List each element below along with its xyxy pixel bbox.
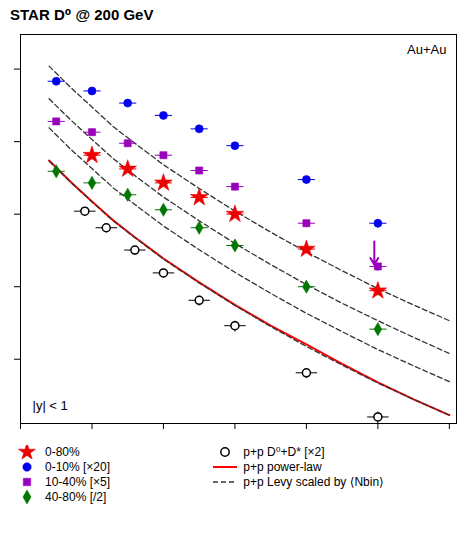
svg-text:|y| < 1: |y| < 1 xyxy=(33,398,68,413)
html-text:p+p Levy scaled by ⟨Nbin⟩: p+p Levy scaled by ⟨Nbin⟩ xyxy=(243,475,384,489)
html-text:STAR D⁰ @ 200 GeV: STAR D⁰ @ 200 GeV xyxy=(10,6,154,23)
svg-text:Au+Au: Au+Au xyxy=(407,42,446,57)
html-text:0-80%: 0-80% xyxy=(45,445,80,459)
html-text:10-40% [×5]: 10-40% [×5] xyxy=(45,475,110,489)
html-text:0-10% [×20]: 0-10% [×20] xyxy=(45,460,110,474)
html-text:40-80% [/2]: 40-80% [/2] xyxy=(45,490,107,504)
html-text:p+p D⁰+D* [×2]: p+p D⁰+D* [×2] xyxy=(243,445,325,459)
html-text:p+p power-law: p+p power-law xyxy=(243,460,322,474)
